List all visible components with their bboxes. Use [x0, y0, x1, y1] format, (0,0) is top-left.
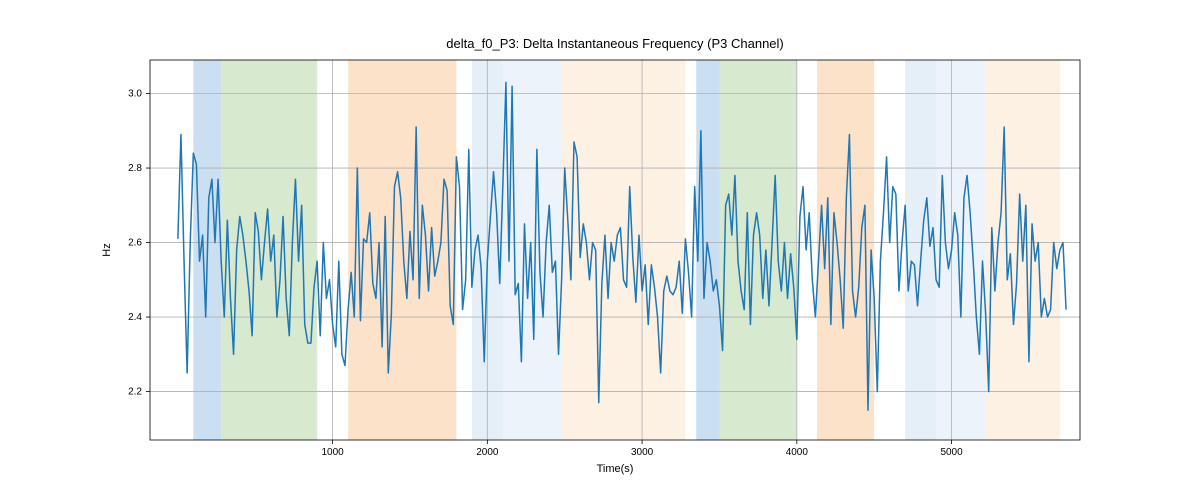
line-chart: 1000 2000 3000 4000 5000 2.2 2.4 2.6 2.8 3.0 Time(…: [0, 0, 1200, 500]
y-axis-label: Hz: [101, 243, 113, 256]
chart-title: delta_f0_P3: Delta Instantaneous Frequen…: [446, 36, 784, 51]
chart-container: 1000 2000 3000 4000 5000 2.2 2.4 2.6 2.8 3.0 Time(…: [0, 0, 1200, 500]
x-axis-label: Time(s): [597, 463, 634, 475]
ytick-label: 2.6: [128, 238, 142, 249]
xtick-label: 2000: [476, 447, 499, 458]
xtick-label: 4000: [786, 447, 809, 458]
span-region: [936, 60, 986, 440]
ytick-label: 3.0: [128, 89, 142, 100]
xtick-label: 3000: [631, 447, 654, 458]
xtick-label: 1000: [321, 447, 344, 458]
plot-area: [150, 60, 1080, 440]
ytick-label: 2.4: [128, 312, 142, 323]
span-region: [905, 60, 936, 440]
ytick-label: 2.8: [128, 163, 142, 174]
ytick-label: 2.2: [128, 387, 142, 398]
xtick-label: 5000: [940, 447, 963, 458]
